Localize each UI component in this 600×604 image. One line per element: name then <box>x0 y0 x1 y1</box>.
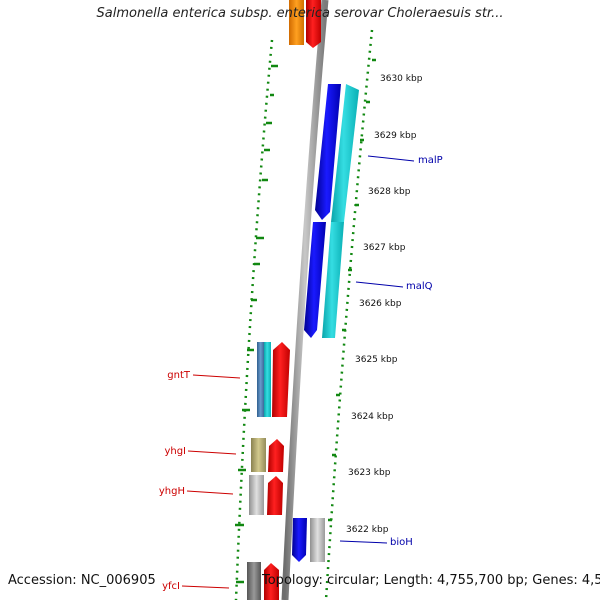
gene-yfcI-red[interactable] <box>264 563 279 600</box>
gene-gntT-cyan[interactable] <box>264 342 271 417</box>
gene-malQ-block[interactable] <box>304 222 326 338</box>
gene-yhgI-block[interactable] <box>251 438 266 472</box>
tick-label-3629: 3629 kbp <box>374 131 417 141</box>
tick-label-3625: 3625 kbp <box>355 355 398 365</box>
tick-label-3626: 3626 kbp <box>359 299 402 309</box>
gene-label-malQ[interactable]: malQ <box>406 281 433 292</box>
gene-gntT-steel[interactable] <box>257 342 264 417</box>
gene-red-top[interactable] <box>306 0 321 48</box>
tick-label-3630: 3630 kbp <box>380 74 423 84</box>
gc-content-ticks <box>235 58 376 584</box>
tick-label-3623: 3623 kbp <box>348 468 391 478</box>
gene-label-leaders <box>181 155 415 589</box>
gene-gntT-red[interactable] <box>272 342 290 417</box>
gene-label-malP[interactable]: malP <box>418 155 443 166</box>
gene-yfcI-dark[interactable] <box>247 562 261 600</box>
gene-orange-top[interactable] <box>289 0 304 45</box>
genome-summary-text: Topology: circular; Length: 4,755,700 bp… <box>262 573 600 588</box>
gene-labels: malP malQ bioH gntT yhgI yhgH yfcI <box>159 155 443 592</box>
gene-label-yfcI[interactable]: yfcI <box>162 581 180 592</box>
tick-label-3624: 3624 kbp <box>351 412 394 422</box>
gene-label-gntT[interactable]: gntT <box>167 370 191 381</box>
tick-label-3627: 3627 kbp <box>363 243 406 253</box>
gene-label-yhgH[interactable]: yhgH <box>159 486 185 497</box>
gene-yhgH-red[interactable] <box>267 476 283 515</box>
gene-bioH-block[interactable] <box>292 518 307 562</box>
tick-label-3622: 3622 kbp <box>346 525 389 535</box>
gene-bioH-grey[interactable] <box>310 518 325 562</box>
gene-yhgI-red[interactable] <box>268 439 284 472</box>
gene-yhgH-block[interactable] <box>249 475 264 515</box>
gene-label-bioH[interactable]: bioH <box>390 537 413 548</box>
accession-text: Accession: NC_006905 <box>8 573 156 588</box>
genome-title: Salmonella enterica subsp. enterica sero… <box>96 6 504 21</box>
gene-malQ-cyan[interactable] <box>322 222 344 338</box>
tick-label-3628: 3628 kbp <box>368 187 411 197</box>
position-tick-labels: 3630 kbp 3629 kbp 3628 kbp 3627 kbp 3626… <box>346 74 423 535</box>
gene-malP-block[interactable] <box>315 84 341 220</box>
gene-malP-cyan[interactable] <box>331 84 359 222</box>
gene-label-yhgI[interactable]: yhgI <box>164 446 186 457</box>
genome-backbone <box>281 0 329 601</box>
